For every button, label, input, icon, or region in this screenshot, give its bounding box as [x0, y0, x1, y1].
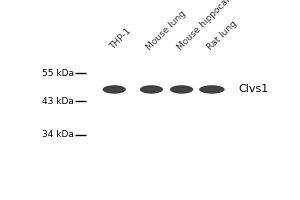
Text: Mouse hippocampus: Mouse hippocampus	[175, 0, 247, 52]
Text: 55 kDa: 55 kDa	[41, 69, 74, 78]
Ellipse shape	[170, 85, 193, 94]
Text: Clvs1: Clvs1	[238, 84, 269, 94]
Text: 43 kDa: 43 kDa	[42, 97, 74, 106]
Ellipse shape	[140, 85, 163, 94]
Text: Rat lung: Rat lung	[206, 19, 239, 52]
Ellipse shape	[203, 88, 221, 91]
Text: THP-1: THP-1	[108, 27, 133, 52]
Ellipse shape	[143, 88, 160, 91]
Ellipse shape	[173, 88, 190, 91]
Ellipse shape	[103, 85, 126, 94]
Ellipse shape	[106, 88, 122, 91]
Text: 34 kDa: 34 kDa	[42, 130, 74, 139]
Ellipse shape	[199, 85, 225, 94]
Text: Mouse lung: Mouse lung	[145, 9, 188, 52]
